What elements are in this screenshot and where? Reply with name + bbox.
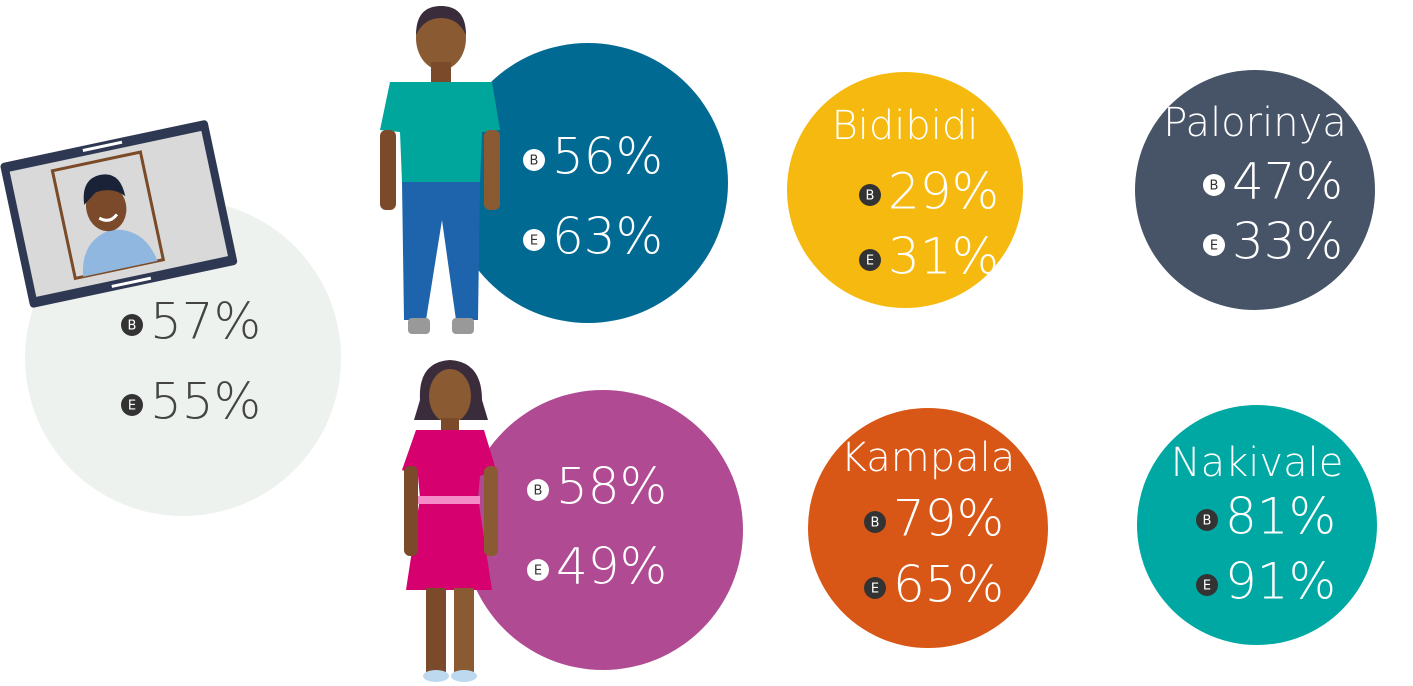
badge-letter: B (128, 319, 137, 334)
percent-value: 58% (556, 458, 667, 516)
infographic: B 57% E 55% B 56% E 63% Bidibidi B 29% E 31% Paloriny… (0, 0, 1413, 686)
group-label: Palorinya (1163, 100, 1347, 146)
percent-value: 56% (552, 128, 663, 186)
percent-value: 29% (888, 163, 999, 221)
percent-value: 81% (1225, 488, 1336, 546)
group-label: Nakivale (1171, 440, 1344, 486)
badge-letter: B (1203, 514, 1212, 529)
percent-value: 79% (893, 490, 1004, 548)
percent-value: 49% (556, 538, 667, 596)
badge-letter: E (534, 564, 542, 579)
badge-letter: E (1210, 239, 1218, 254)
group-label: Bidibidi (832, 103, 979, 149)
percent-value: 65% (893, 556, 1004, 614)
percent-value: 31% (888, 228, 999, 286)
badge-letter: B (534, 484, 543, 499)
percent-value: 33% (1232, 213, 1343, 271)
badge-letter: B (530, 154, 539, 169)
percent-value: 55% (150, 373, 261, 431)
badge-letter: B (1210, 179, 1219, 194)
badge-letter: B (866, 189, 875, 204)
percent-value: 63% (552, 208, 663, 266)
group-label: Kampala (841, 435, 1016, 481)
percent-value: 91% (1225, 553, 1336, 611)
badge-letter: E (866, 254, 874, 269)
badge-letter: E (871, 582, 879, 597)
badge-letter: E (1203, 579, 1211, 594)
badge-letter: E (128, 399, 136, 414)
percent-value: 47% (1232, 153, 1343, 211)
group-circle (463, 390, 743, 670)
badge-letter: E (530, 234, 538, 249)
badge-letter: B (871, 516, 880, 531)
percent-value: 57% (150, 293, 261, 351)
